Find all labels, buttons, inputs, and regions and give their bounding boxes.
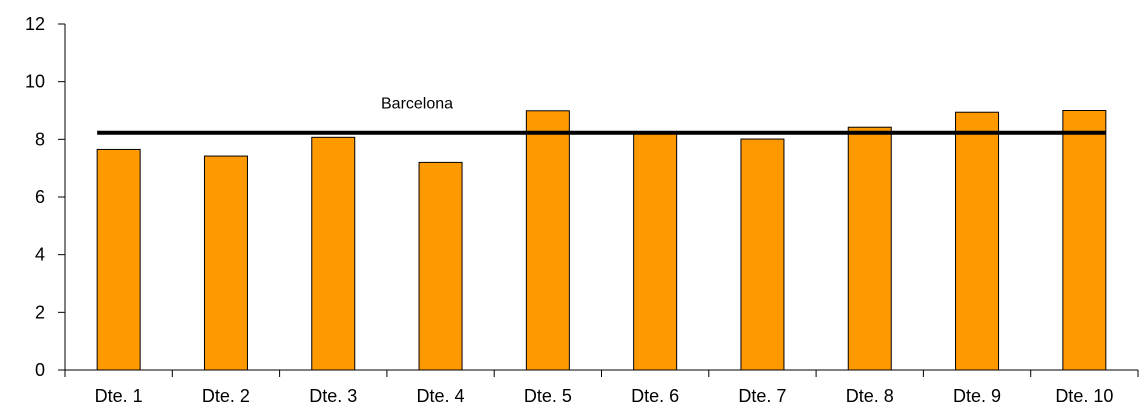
bar-10 — [1062, 110, 1107, 371]
x-tick-label: Dte. 4 — [417, 386, 465, 406]
y-axis: 0 2 4 6 8 10 12 — [25, 14, 66, 380]
x-tick-label: Dte. 10 — [1055, 386, 1113, 406]
y-tick-label: 2 — [35, 302, 45, 322]
x-tick-label: Dte. 3 — [309, 386, 357, 406]
y-tick-label: 12 — [25, 14, 45, 34]
x-axis: Dte. 1 Dte. 2 Dte. 3 Dte. 4 Dte. 5 Dte. 6 Dte.… — [64, 369, 1139, 406]
bar-9 — [955, 111, 1000, 371]
bar-6 — [633, 131, 678, 371]
x-tick-label: Dte. 2 — [202, 386, 250, 406]
barcelona-reference-label: Barcelona — [381, 96, 453, 113]
reference-line-group: Barcelona — [97, 96, 1106, 135]
y-tick-label: 0 — [35, 360, 45, 380]
bar-2 — [203, 155, 248, 371]
x-tick-label: Dte. 7 — [738, 386, 786, 406]
x-tick-label: Dte. 6 — [631, 386, 679, 406]
x-tick-label: Dte. 8 — [846, 386, 894, 406]
bar-5 — [525, 110, 570, 371]
x-tick-label: Dte. 9 — [953, 386, 1001, 406]
bar-1 — [96, 148, 141, 371]
bar-7 — [740, 138, 785, 371]
bar-8 — [847, 126, 892, 371]
bars — [96, 110, 1107, 371]
bar-4 — [418, 161, 463, 371]
y-tick-label: 10 — [25, 72, 45, 92]
x-tick-label: Dte. 1 — [95, 386, 143, 406]
bar-3 — [311, 136, 356, 371]
y-tick-label: 8 — [35, 129, 45, 149]
y-tick-label: 6 — [35, 187, 45, 207]
y-tick-label: 4 — [35, 245, 45, 265]
x-tick-label: Dte. 5 — [524, 386, 572, 406]
